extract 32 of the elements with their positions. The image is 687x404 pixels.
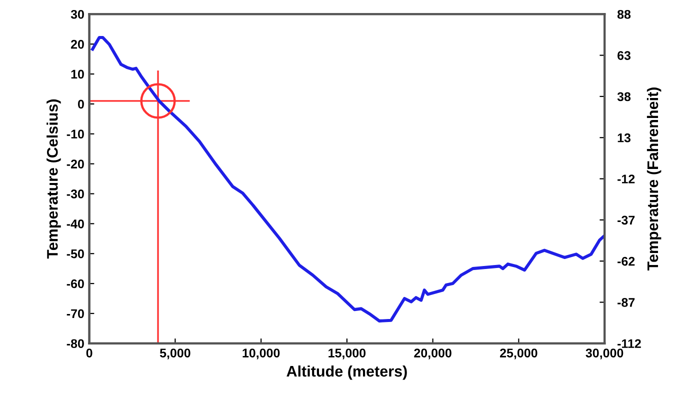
y-tick-label: 20	[70, 40, 84, 49]
y2-axis-title: Temperature (Fahrenheit)	[646, 88, 662, 271]
y2-tick-label: 38	[617, 92, 631, 102]
y2-tick-label: 88	[617, 10, 631, 19]
x-tick-label: 25,000	[500, 348, 538, 360]
y2-tick-label: -12	[618, 174, 635, 184]
y-tick-label: -50	[66, 249, 84, 258]
y-tick-label: -20	[66, 160, 84, 168]
y-tick-label: -40	[66, 219, 84, 228]
y-tick-label: 30	[70, 10, 84, 19]
line-series	[91, 36, 605, 322]
x-tick-label: 30,000	[586, 348, 624, 360]
y2-tick-label: -112	[618, 339, 641, 348]
y-tick-label: -60	[66, 279, 84, 288]
y-axis-title: Temperature (Celsius)	[46, 99, 61, 259]
x-tick-label: 20,000	[414, 348, 452, 360]
y-tick-label: 0	[78, 100, 84, 109]
y-tick-label: -80	[66, 339, 84, 348]
y-tick-label: -70	[66, 309, 84, 318]
y-tick-label: -10	[66, 130, 84, 139]
y2-tick-label: 63	[618, 51, 631, 60]
y-tick-label: 10	[71, 70, 84, 79]
x-tick-label: 5,000	[160, 348, 190, 360]
x-tick-label: 10,000	[242, 348, 280, 360]
y2-tick-label: -37	[618, 216, 635, 225]
x-tick-label: 0	[86, 348, 92, 358]
y2-tick-label: -62	[618, 256, 635, 266]
x-axis-title: Altitude (meters)	[286, 365, 407, 380]
y2-tick-label: -87	[618, 298, 635, 307]
y-tick-label: -30	[66, 190, 84, 198]
x-tick-label: 15,000	[328, 348, 366, 360]
y2-tick-label: 13	[618, 133, 631, 142]
